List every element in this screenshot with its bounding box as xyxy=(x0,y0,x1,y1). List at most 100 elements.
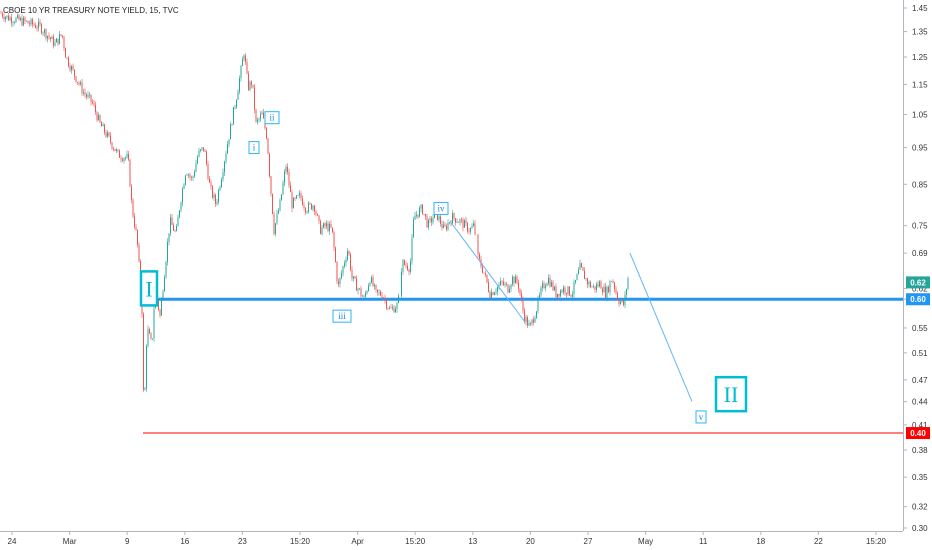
candle-body xyxy=(542,283,543,288)
candle-body xyxy=(375,284,377,290)
candle-body xyxy=(236,99,237,107)
candle-body xyxy=(605,286,606,298)
candle-body xyxy=(497,286,498,292)
candle-body xyxy=(221,179,222,188)
candle-body xyxy=(71,66,72,71)
candle-body xyxy=(525,317,527,322)
x-tick-label: 15:20 xyxy=(866,537,887,546)
candle-body xyxy=(455,218,456,223)
candle-body xyxy=(87,94,89,97)
candle-body xyxy=(9,17,11,21)
candle-body xyxy=(444,224,446,226)
wave-box xyxy=(264,111,280,125)
candle-body xyxy=(522,299,524,311)
candle-body xyxy=(483,272,485,274)
candle-body xyxy=(587,278,588,285)
candle-body xyxy=(68,57,69,67)
candle-body xyxy=(440,216,441,224)
candle-body xyxy=(32,19,33,25)
candle-body xyxy=(239,78,240,92)
candle-body xyxy=(396,303,398,309)
candle-body xyxy=(393,307,395,313)
candle-body xyxy=(326,223,327,227)
candle-body xyxy=(192,176,194,178)
candle-body xyxy=(518,282,519,289)
candle-body xyxy=(354,276,356,279)
x-tick-label: 18 xyxy=(756,537,765,546)
candle-body xyxy=(309,203,311,204)
candle-body xyxy=(222,172,224,180)
candle-body xyxy=(458,222,459,223)
candle-body xyxy=(410,261,411,272)
x-tick-label: 22 xyxy=(814,537,823,546)
wave-label-iv[interactable]: iv xyxy=(433,201,449,215)
candle-body xyxy=(540,287,542,295)
price-tag-label: 0.40 xyxy=(910,429,926,438)
candle-body xyxy=(65,47,66,58)
candle-body xyxy=(546,283,548,287)
candle-body xyxy=(11,17,12,23)
candle-body xyxy=(461,219,462,221)
candle-body xyxy=(570,295,572,297)
candle-body xyxy=(602,288,603,293)
wave-label-i[interactable]: i xyxy=(248,141,260,155)
candle-body xyxy=(545,286,546,288)
candle-body xyxy=(123,158,125,161)
candle-body xyxy=(317,214,318,216)
candle-body xyxy=(245,55,246,63)
candle-body xyxy=(275,223,276,235)
candle-body xyxy=(626,289,627,295)
candle-body xyxy=(129,159,131,187)
candle-body xyxy=(273,213,275,235)
candle-body xyxy=(561,290,563,293)
candle-body xyxy=(62,35,63,37)
candle-body xyxy=(477,234,479,254)
candle-body xyxy=(8,15,9,21)
candle-body xyxy=(548,277,549,284)
candle-body xyxy=(509,288,510,293)
y-tick-label: 0.47 xyxy=(912,376,928,385)
candle-body xyxy=(105,132,107,137)
candle-body xyxy=(78,82,80,85)
candle-body xyxy=(195,163,197,172)
candle-body xyxy=(186,174,188,176)
trend-line[interactable] xyxy=(449,220,526,323)
x-tick-label: May xyxy=(638,537,653,546)
candle-body xyxy=(144,388,146,390)
wave-text: iii xyxy=(338,311,346,321)
y-axis[interactable]: 1.45 1.35 1.25 1.15 1.05 0.95 0.85 0.75 0.69 0.62… xyxy=(903,4,928,533)
candle-body xyxy=(315,211,317,215)
candle-body xyxy=(92,101,93,103)
wave-label-iii[interactable]: iii xyxy=(332,309,352,323)
x-tick-label: 13 xyxy=(468,537,477,546)
x-tick-label: 23 xyxy=(238,537,247,546)
candle-body xyxy=(36,27,38,29)
candle-body xyxy=(479,253,480,259)
candle-body xyxy=(260,114,261,119)
y-tick-label: 1.45 xyxy=(912,4,928,13)
x-tick-label: 20 xyxy=(526,537,535,546)
candle-body xyxy=(95,105,96,113)
trend-line[interactable] xyxy=(629,252,693,402)
candle-body xyxy=(14,22,15,23)
wave-label-ii[interactable]: ii xyxy=(264,111,280,125)
x-axis[interactable]: 24 Mar 9 16 23 15:20 Apr 15:20 13 20 27 May 11 18 22 15… xyxy=(8,531,887,546)
candle-body xyxy=(321,227,323,234)
candle-body xyxy=(257,119,258,122)
candle-body xyxy=(249,81,251,90)
candle-body xyxy=(83,92,84,94)
wave-label-I[interactable]: I xyxy=(139,270,159,307)
candle-body xyxy=(501,281,503,282)
wave-box xyxy=(433,201,449,215)
candle-body xyxy=(21,18,23,26)
candle-body xyxy=(147,329,149,346)
wave-label-v[interactable]: v xyxy=(695,410,707,424)
candle-body xyxy=(29,23,30,25)
candle-body xyxy=(528,323,530,326)
candle-body xyxy=(267,138,269,154)
candle-body xyxy=(627,278,629,290)
wave-label-II[interactable]: II xyxy=(714,375,748,413)
x-tick-label: 24 xyxy=(8,537,17,546)
candle-body xyxy=(438,216,440,220)
